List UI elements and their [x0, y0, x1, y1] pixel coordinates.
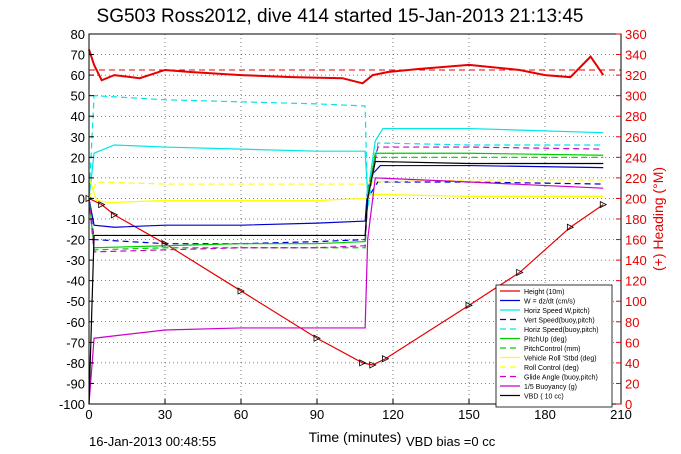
- legend-entry: PitchUp (deg): [524, 337, 567, 344]
- chart-title: SG503 Ross2012, dive 414 started 15-Jan-…: [97, 6, 584, 27]
- x-axis-label: Time (minutes): [309, 429, 402, 445]
- height-marker: [313, 334, 321, 342]
- y-tick-label-right: 180: [625, 212, 647, 227]
- height-marker: [566, 223, 575, 231]
- y-tick-label-right: 360: [625, 27, 647, 42]
- y-tick-label-right: 140: [625, 253, 647, 268]
- series-line-3: [88, 181, 604, 245]
- height-marker: [98, 200, 106, 209]
- y-tick-label-left: 10: [71, 171, 85, 186]
- legend-entry: Horiz Speed(buoy,pitch): [524, 327, 599, 334]
- y-tick-label-left: 60: [71, 68, 85, 83]
- y-axis-label-right: (+) Heading (°M): [650, 167, 666, 271]
- y-tick-label-right: 80: [625, 315, 639, 330]
- height-marker: [382, 355, 390, 363]
- x-tick-label: 60: [234, 407, 248, 422]
- y-tick-label-right: 320: [625, 68, 647, 83]
- series-line-8: [88, 179, 604, 199]
- series-line-9: [88, 146, 604, 253]
- y-tick-label-left: 40: [71, 109, 85, 124]
- y-tick-label-right: 60: [625, 335, 639, 350]
- y-tick-label-left: 70: [71, 48, 85, 63]
- x-tick-label: 0: [85, 407, 92, 422]
- y-tick-label-right: 220: [625, 171, 647, 186]
- legend-box: [495, 284, 613, 408]
- y-tick-label-right: 20: [625, 376, 639, 391]
- series-line-1: [88, 164, 604, 228]
- x-tick-label: 180: [534, 407, 556, 422]
- series-line-2: [88, 127, 604, 199]
- y-tick-label-right: 40: [625, 356, 639, 371]
- y-tick-label-left: 30: [71, 130, 85, 145]
- y-tick-label-right: 240: [625, 150, 647, 165]
- y-tick-label-right: 340: [625, 48, 647, 63]
- series-line-7: [88, 177, 604, 204]
- legend-entry: PitchControl (mm): [524, 346, 580, 353]
- y-tick-label-left: -60: [66, 315, 85, 330]
- height-marker: [369, 361, 377, 369]
- x-tick-label: 90: [310, 407, 324, 422]
- legend-entry: Roll Control (deg): [524, 365, 579, 372]
- y-tick-label-left: 20: [71, 150, 85, 165]
- y-tick-label-right: 100: [625, 294, 647, 309]
- axes: 0 30 60 90 120 150 180 210-100-90-80-70-60-50-4…: [59, 27, 647, 422]
- heading-line: [88, 49, 605, 85]
- series-line-11: [88, 160, 604, 405]
- legend-entry: W = dz/dt (cm/s): [524, 299, 575, 306]
- height-marker: [359, 359, 367, 367]
- series-line-6: [88, 156, 604, 251]
- x-tick-label: 30: [158, 407, 172, 422]
- x-tick-label: 210: [610, 407, 632, 422]
- y-tick-label-right: 260: [625, 130, 647, 145]
- series-line-0: [88, 197, 604, 366]
- series-line-5: [88, 152, 604, 249]
- series-line-10: [88, 177, 604, 405]
- legend-entry: Horiz Speed W,pitch): [524, 308, 590, 315]
- footer-timestamp: 16-Jan-2013 00:48:55: [89, 434, 216, 449]
- legend: Height (10m) W = dz/dt (cm/s) Horiz Speed …: [495, 284, 613, 408]
- y-tick-label-left: 50: [71, 89, 85, 104]
- y-tick-label-left: -40: [66, 274, 85, 289]
- footer-vbd-bias: VBD bias =0 cc: [406, 434, 496, 449]
- x-tick-label: 120: [382, 407, 404, 422]
- y-tick-label-left: -80: [66, 356, 85, 371]
- x-tick-label: 150: [458, 407, 480, 422]
- y-tick-label-left: -70: [66, 335, 85, 350]
- series-line-4: [88, 95, 604, 209]
- legend-entry: 1/5 Buoyancy (g): [524, 384, 577, 391]
- y-tick-label-left: -20: [66, 233, 85, 248]
- y-tick-label-left: -10: [66, 212, 85, 227]
- y-tick-label-right: 200: [625, 191, 647, 206]
- y-tick-label-right: 160: [625, 233, 647, 248]
- legend-entry: Vehicle Roll 'Stbd (deg): [524, 356, 597, 363]
- height-marker: [110, 211, 119, 219]
- legend-entry: VBD ( 10 cc): [524, 394, 564, 401]
- height-marker: [465, 301, 473, 309]
- y-tick-label-right: 0: [625, 397, 632, 412]
- y-tick-label-left: 80: [71, 27, 85, 42]
- height-marker: [599, 200, 608, 209]
- y-tick-label-left: -100: [59, 397, 85, 412]
- height-marker: [516, 268, 524, 277]
- y-tick-label-left: 0: [78, 191, 85, 206]
- legend-entry: Vert Speed(buoy,pitch): [524, 318, 595, 325]
- y-tick-label-left: -50: [66, 294, 85, 309]
- legend-entry: Height (10m): [524, 289, 564, 296]
- y-tick-label-left: -90: [66, 376, 85, 391]
- y-tick-label-right: 300: [625, 89, 647, 104]
- y-tick-label-right: 280: [625, 109, 647, 124]
- legend-entry: Glide Angle (buoy,pitch): [524, 375, 598, 382]
- y-tick-label-right: 120: [625, 274, 647, 289]
- height-marker: [237, 287, 245, 295]
- y-tick-label-left: -30: [66, 253, 85, 268]
